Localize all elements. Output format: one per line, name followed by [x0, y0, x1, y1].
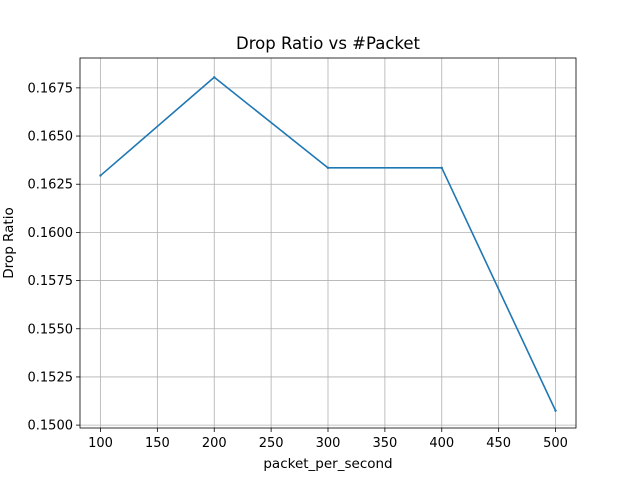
x-axis-label: packet_per_second	[263, 456, 392, 472]
grid	[80, 58, 576, 428]
y-tick-label: 0.1550	[28, 322, 74, 337]
x-tick-label: 350	[372, 436, 397, 451]
x-tick-label: 100	[88, 436, 113, 451]
y-tick-label: 0.1600	[28, 226, 74, 241]
y-tick-label: 0.1575	[28, 274, 74, 289]
y-tick-label: 0.1500	[28, 419, 74, 434]
data-point	[440, 166, 443, 170]
x-tick-label: 500	[543, 436, 568, 451]
x-tick-label: 300	[316, 436, 341, 451]
x-tick-label: 150	[145, 436, 170, 451]
data-point	[213, 76, 216, 79]
y-tick-label: 0.1525	[28, 370, 74, 385]
y-axis-label: Drop Ratio	[1, 207, 17, 278]
series-layer	[99, 76, 557, 412]
ticks: 100 150 200 250 300 350 400 450 500 0.1500 0.1525 0…	[28, 81, 568, 451]
y-tick-label: 0.1650	[28, 130, 74, 145]
data-point	[554, 409, 557, 412]
y-tick-label: 0.1675	[28, 81, 74, 96]
y-tick-label: 0.1625	[28, 178, 74, 193]
x-tick-label: 200	[202, 436, 227, 451]
data-point	[99, 174, 102, 177]
data-point	[326, 166, 330, 170]
x-tick-label: 400	[429, 436, 454, 451]
x-tick-label: 250	[259, 436, 284, 451]
chart-title: Drop Ratio vs #Packet	[236, 34, 420, 53]
x-tick-label: 450	[486, 436, 511, 451]
